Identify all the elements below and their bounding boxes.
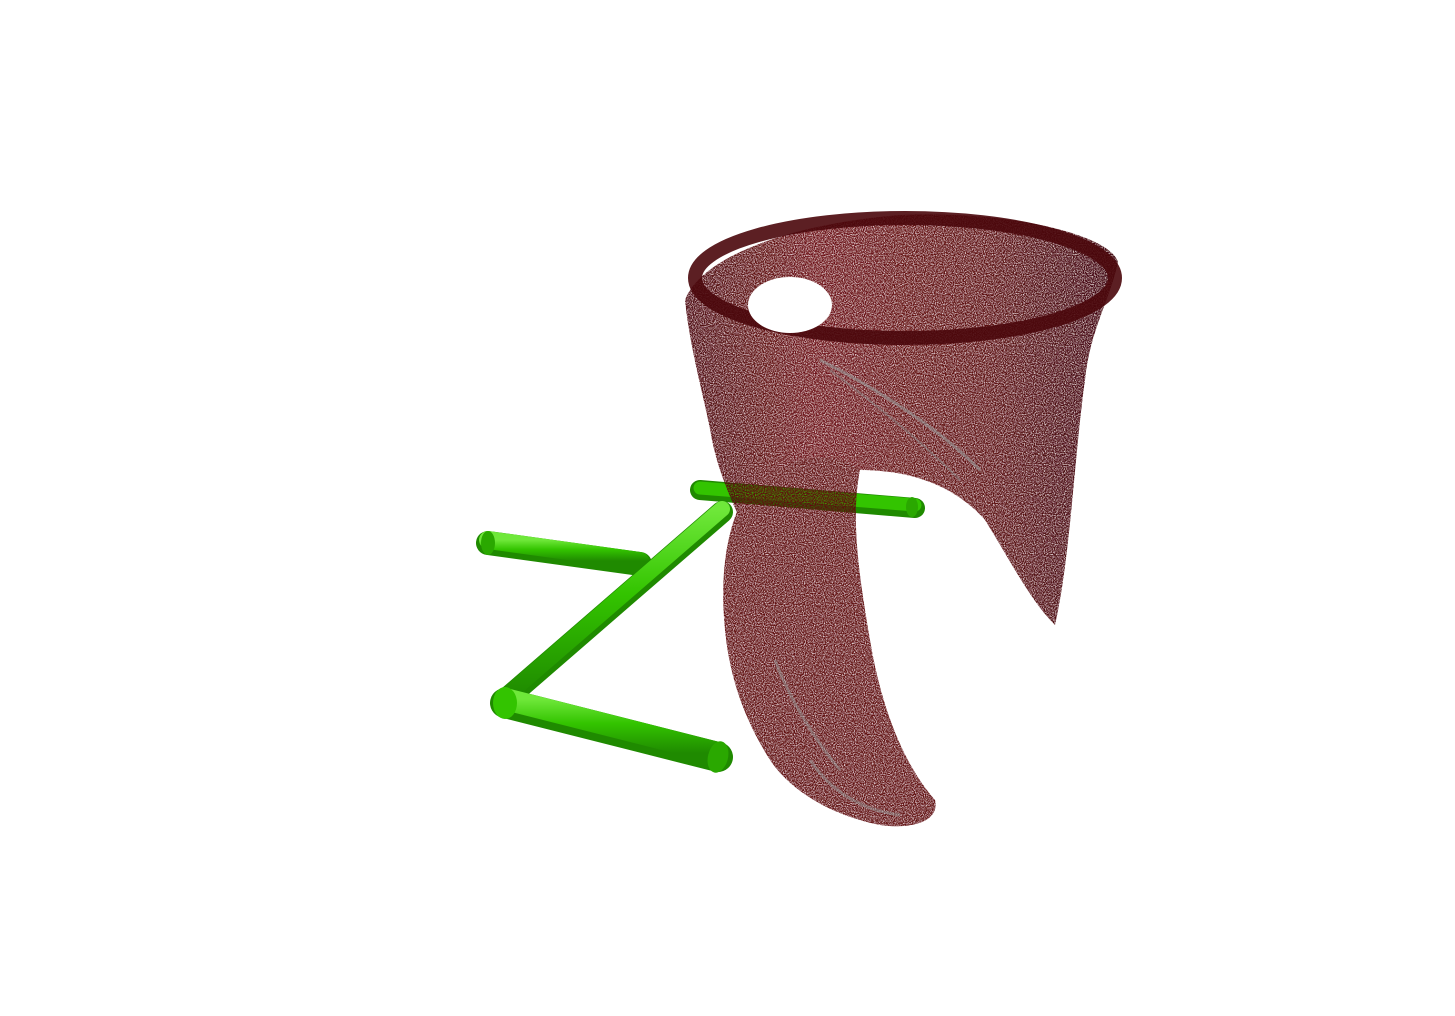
- gripper-palm: [494, 501, 733, 711]
- mug-opening: [748, 277, 832, 333]
- mug-handle: [723, 457, 936, 827]
- gripper: [476, 501, 733, 773]
- gripper-finger-upper: [476, 531, 652, 576]
- mug-rim: [688, 211, 1122, 817]
- gripper-finger-lower: [490, 687, 733, 773]
